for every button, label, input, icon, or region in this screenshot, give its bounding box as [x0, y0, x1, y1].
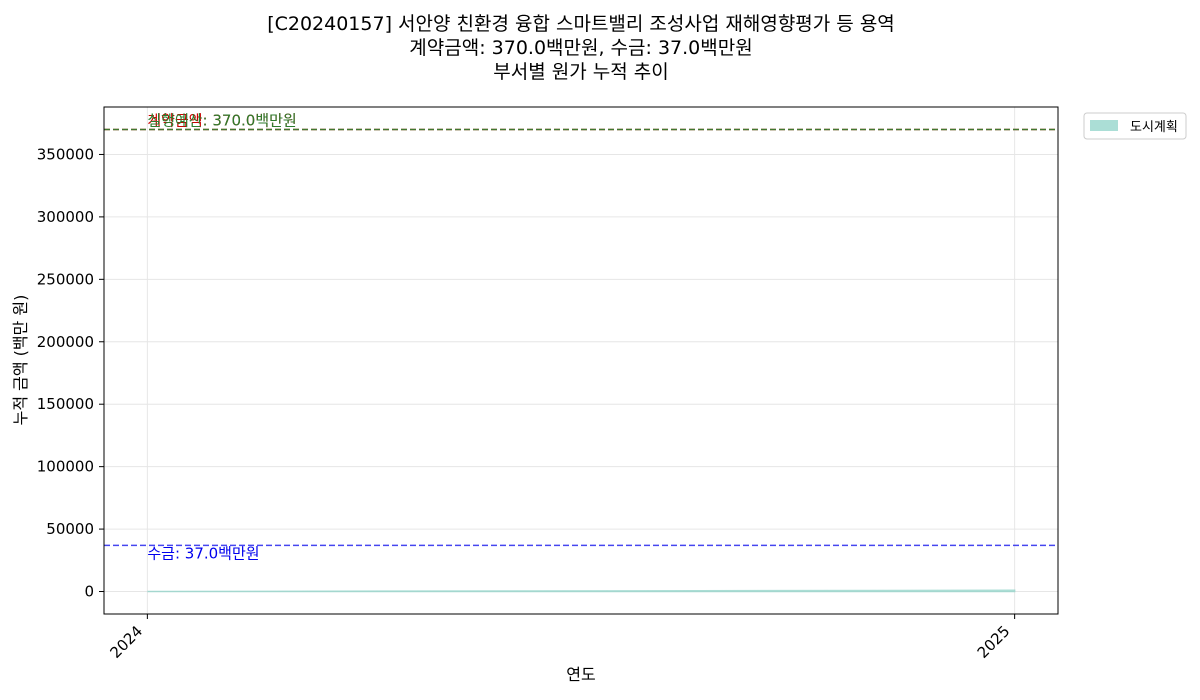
y-axis-ticks: 0 50000 100000 150000 200000 250000 300000 3500… [37, 145, 104, 601]
legend-label-dosi: 도시계획 [1130, 120, 1178, 135]
series-layer [147, 589, 1016, 593]
y-tick-label: 100000 [37, 458, 94, 476]
y-tick-label: 150000 [37, 395, 94, 413]
reference-line-label: 수금: 37.0백만원 [147, 544, 259, 562]
grid [104, 107, 1058, 614]
legend-frame [1083, 112, 1187, 140]
x-axis-label: 연도 [566, 665, 595, 684]
series-area-dosi [147, 589, 1016, 593]
y-axis-label: 누적 금액 (백만 원) [11, 295, 30, 426]
reference-line-label: 실행예산: 370.0백만원 [147, 111, 296, 129]
legend: 도시계획 [1083, 112, 1187, 140]
plot-frame [103, 106, 1059, 615]
y-tick-label: 350000 [37, 145, 94, 163]
y-tick-label: 200000 [37, 333, 94, 351]
chart-title-line-1: [C20240157] 서안양 친환경 융합 스마트밸리 조성사업 재해영향평가… [267, 13, 895, 35]
x-tick-label: 2024 [106, 622, 146, 662]
x-axis-ticks: 2024 2025 [106, 614, 1016, 662]
y-tick-label: 50000 [46, 520, 94, 538]
chart-title-line-2: 계약금액: 370.0백만원, 수금: 37.0백만원 [409, 37, 752, 59]
x-tick-label: 2025 [974, 622, 1014, 662]
chart-title: [C20240157] 서안양 친환경 융합 스마트밸리 조성사업 재해영향평가… [267, 13, 895, 83]
reference-line-label: 계약금액: 370.0백만원 [147, 111, 296, 129]
legend-swatch-dosi [1090, 120, 1118, 131]
y-tick-label: 300000 [37, 208, 94, 226]
y-tick-label: 0 [84, 583, 94, 601]
chart-title-line-3: 부서별 원가 누적 추이 [493, 61, 668, 83]
y-tick-label: 250000 [37, 270, 94, 288]
